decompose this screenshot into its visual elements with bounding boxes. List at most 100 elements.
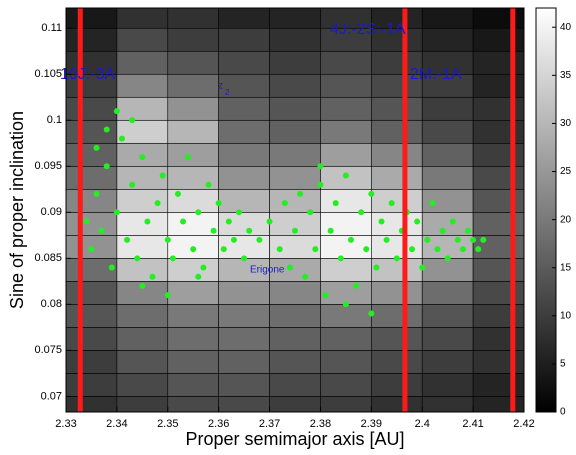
heat-cell: [421, 165, 474, 190]
scatter-point: [129, 117, 136, 124]
scatter-point: [429, 200, 436, 207]
heat-cell: [66, 350, 118, 374]
scatter-point: [230, 236, 237, 243]
scatter-point: [347, 236, 354, 243]
heat-cell: [421, 119, 474, 144]
heat-cell: [269, 165, 321, 190]
heat-cell: [269, 350, 321, 374]
heat-cell: [116, 258, 169, 282]
x-axis-label: Proper semimajor axis [AU]: [185, 429, 404, 449]
scatter-point: [327, 227, 334, 234]
annotation: Erigone: [250, 265, 285, 276]
scatter-point: [459, 246, 466, 253]
heat-cell: [472, 27, 524, 52]
heat-cell: [472, 212, 524, 236]
scatter-point: [276, 246, 283, 253]
scatter-point: [342, 172, 349, 179]
scatter-point: [174, 190, 181, 197]
heat-cell: [167, 142, 219, 167]
heat-cell: [371, 350, 423, 374]
scatter-point: [195, 273, 202, 280]
heat-cell: [371, 96, 423, 121]
scatter-point: [470, 236, 477, 243]
heat-cell: [218, 50, 270, 75]
scatter-point: [363, 246, 370, 253]
scatter-point: [281, 200, 288, 207]
heat-cell: [167, 73, 219, 98]
scatter-point: [342, 301, 349, 308]
heat-cell: [66, 304, 118, 328]
heat-cell: [116, 73, 169, 98]
scatter-point: [465, 227, 472, 234]
scatter-point: [164, 292, 171, 299]
heat-cell: [269, 327, 321, 351]
heat-cell: [472, 165, 524, 190]
heat-cell: [167, 27, 219, 52]
scatter-point: [200, 264, 207, 271]
heat-cell: [167, 96, 219, 121]
scatter-point: [444, 255, 451, 262]
scatter-point: [98, 227, 105, 234]
heat-cell: [371, 188, 423, 213]
colorbar-tick-label: 30: [560, 118, 572, 129]
heat-cell: [472, 73, 524, 98]
colorbar-tick-label: 0: [560, 407, 566, 418]
heat-cell: [218, 373, 270, 397]
scatter-point: [302, 273, 309, 280]
scatter-point: [256, 236, 263, 243]
colorbar-tick-label: 15: [560, 262, 572, 273]
heat-cell: [472, 96, 524, 121]
scatter-point: [393, 255, 400, 262]
heat-cell: [472, 119, 524, 144]
heat-cell: [320, 50, 372, 75]
scatter-point: [93, 144, 100, 151]
x-tick-label: 2.39: [361, 418, 382, 430]
scatter-point: [368, 310, 375, 317]
scatter-point: [368, 190, 375, 197]
heat-cell: [66, 142, 118, 167]
scatter-point: [307, 209, 314, 216]
y-tick-label: 0.09: [41, 206, 62, 218]
heat-cell: [320, 73, 372, 98]
heat-cell: [371, 304, 423, 328]
y-axis-label: Sine of proper inclination: [7, 111, 27, 309]
heat-cell: [320, 373, 372, 397]
heat-cell: [421, 373, 474, 397]
heat-cell: [421, 327, 474, 351]
heat-cell: [116, 165, 169, 190]
annotation: 10J:-3A: [60, 66, 115, 83]
heat-cell: [66, 8, 118, 29]
scatter-point: [225, 218, 232, 225]
heat-cell: [66, 119, 118, 144]
heat-cell: [320, 119, 372, 144]
colorbar-tick-label: 20: [560, 214, 572, 225]
heat-cell: [218, 27, 270, 52]
heat-cell: [320, 396, 372, 412]
scatter-point: [113, 108, 120, 115]
heat-cell: [371, 396, 423, 412]
annotation: 2M:-1A: [410, 66, 462, 83]
scatter-point: [475, 246, 482, 253]
heat-cell: [116, 327, 169, 351]
scatter-point: [241, 255, 248, 262]
scatter-point: [419, 264, 426, 271]
heat-cell: [472, 258, 524, 282]
heat-cell: [167, 50, 219, 75]
heat-cell: [371, 142, 423, 167]
scatter-point: [480, 236, 487, 243]
heat-cell: [167, 350, 219, 374]
scatter-point: [424, 236, 431, 243]
scatter-point: [185, 154, 192, 161]
heat-cell: [421, 350, 474, 374]
heat-cell: [269, 50, 321, 75]
y-tick-label: 0.105: [34, 68, 62, 80]
scatter-point: [215, 200, 222, 207]
x-tick-label: 2.35: [157, 418, 178, 430]
x-tick-label: 2.42: [513, 418, 534, 430]
heat-cell: [371, 373, 423, 397]
heat-cell: [66, 396, 118, 412]
scatter-point: [322, 292, 329, 299]
heat-cell: [421, 27, 474, 52]
scatter-point: [205, 181, 212, 188]
